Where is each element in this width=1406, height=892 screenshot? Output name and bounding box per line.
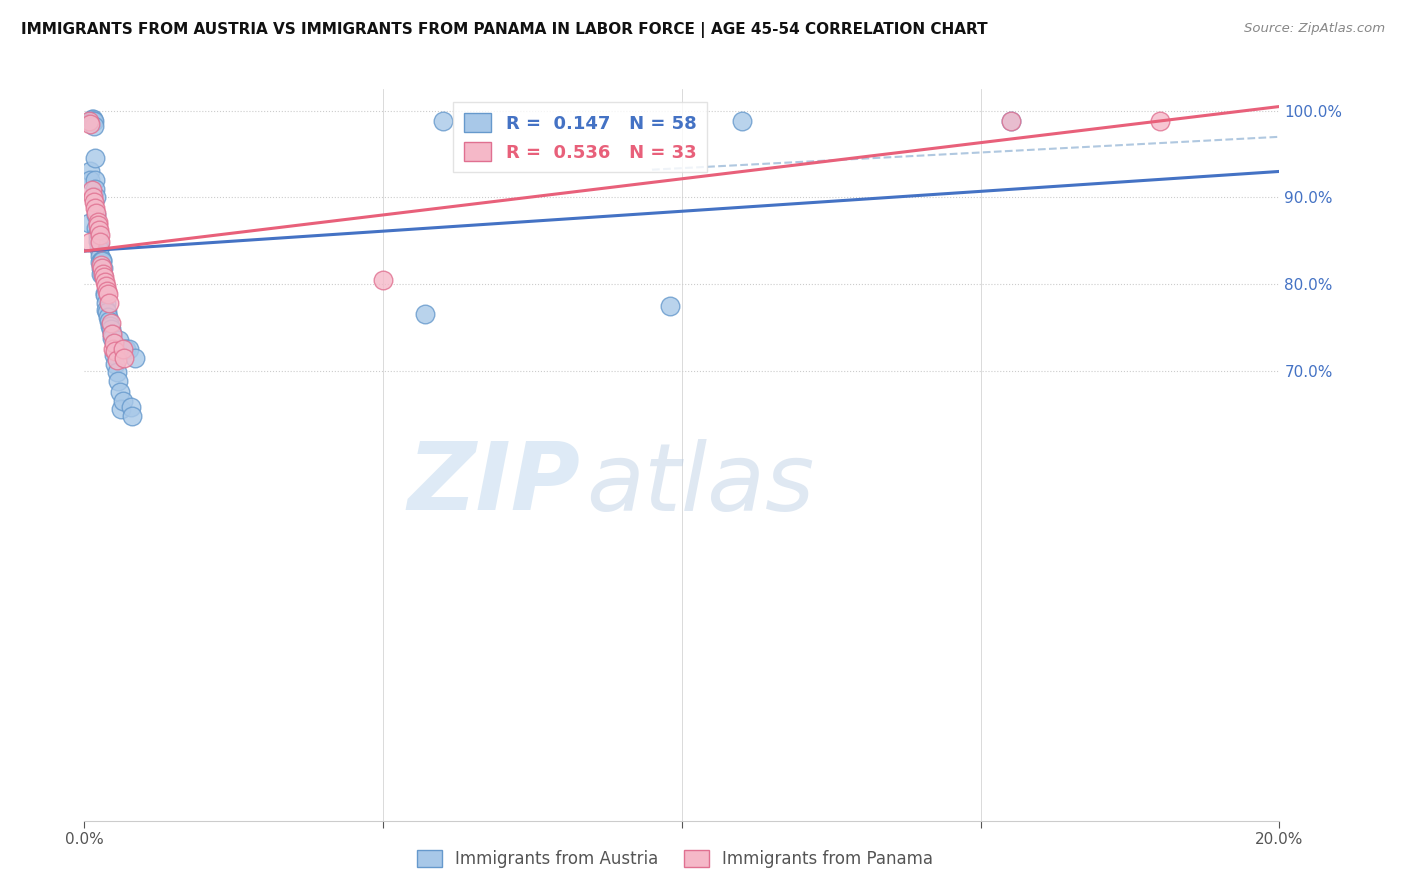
Point xyxy=(112,342,135,356)
Point xyxy=(90,267,112,281)
Point xyxy=(82,114,104,128)
Point xyxy=(83,114,105,128)
Point xyxy=(87,218,110,232)
Point xyxy=(110,385,132,400)
Point xyxy=(91,261,114,276)
Point xyxy=(413,307,436,321)
Point xyxy=(79,164,101,178)
Point xyxy=(124,351,146,365)
Point xyxy=(94,278,117,293)
Point xyxy=(371,272,394,286)
Point xyxy=(82,112,104,127)
Point xyxy=(101,342,124,356)
Point xyxy=(79,117,101,131)
Point xyxy=(97,310,120,324)
Point xyxy=(104,357,127,371)
Point xyxy=(100,322,122,336)
Point xyxy=(103,335,125,350)
Point xyxy=(86,206,108,220)
Point xyxy=(89,235,111,250)
Point xyxy=(96,304,118,318)
Point xyxy=(82,114,104,128)
Point xyxy=(90,261,112,276)
Point xyxy=(120,400,142,414)
Point xyxy=(86,220,108,235)
Text: IMMIGRANTS FROM AUSTRIA VS IMMIGRANTS FROM PANAMA IN LABOR FORCE | AGE 45-54 COR: IMMIGRANTS FROM AUSTRIA VS IMMIGRANTS FR… xyxy=(21,22,987,38)
Point xyxy=(82,190,104,204)
Point xyxy=(90,258,112,272)
Point xyxy=(86,214,108,228)
Point xyxy=(114,342,136,356)
Point xyxy=(112,393,135,408)
Point xyxy=(118,342,141,356)
Text: Source: ZipAtlas.com: Source: ZipAtlas.com xyxy=(1244,22,1385,36)
Point xyxy=(115,342,138,356)
Point xyxy=(1000,114,1022,128)
Point xyxy=(83,119,105,133)
Point xyxy=(86,208,108,222)
Point xyxy=(93,285,115,300)
Point xyxy=(87,238,110,252)
Legend: R =  0.147   N = 58, R =  0.536   N = 33: R = 0.147 N = 58, R = 0.536 N = 33 xyxy=(453,102,707,172)
Point xyxy=(121,409,143,423)
Point xyxy=(93,268,115,283)
Point xyxy=(105,365,128,379)
Point xyxy=(100,316,122,330)
Point xyxy=(104,344,127,359)
Point xyxy=(432,114,454,128)
Point xyxy=(731,114,754,128)
Point xyxy=(93,270,115,285)
Point xyxy=(101,327,124,342)
Point xyxy=(103,348,125,362)
Point xyxy=(84,182,107,196)
Point xyxy=(89,223,111,237)
Point xyxy=(77,216,100,230)
Point xyxy=(659,299,682,313)
Point xyxy=(101,327,124,342)
Point xyxy=(1149,114,1171,128)
Point xyxy=(89,249,111,263)
Point xyxy=(101,331,124,345)
Point xyxy=(97,287,120,301)
Point xyxy=(89,243,111,257)
Point xyxy=(80,112,103,127)
Point xyxy=(98,318,121,333)
Point xyxy=(94,288,117,302)
Point xyxy=(98,314,121,328)
Point xyxy=(77,114,100,128)
Point xyxy=(89,227,111,242)
Text: atlas: atlas xyxy=(586,439,814,530)
Point xyxy=(91,252,114,267)
Point xyxy=(94,296,117,310)
Point xyxy=(98,296,121,310)
Point xyxy=(83,152,105,166)
Point xyxy=(87,234,110,248)
Point xyxy=(86,229,108,244)
Point xyxy=(91,254,114,268)
Point xyxy=(110,402,132,417)
Point xyxy=(94,302,117,317)
Point xyxy=(93,261,115,276)
Point xyxy=(105,353,128,368)
Point xyxy=(93,267,115,281)
Point xyxy=(79,235,101,250)
Text: ZIP: ZIP xyxy=(408,438,581,530)
Point xyxy=(86,190,108,204)
Legend: Immigrants from Austria, Immigrants from Panama: Immigrants from Austria, Immigrants from… xyxy=(411,843,939,875)
Point xyxy=(94,275,117,289)
Point xyxy=(80,184,103,198)
Point xyxy=(86,225,108,239)
Point xyxy=(84,201,107,215)
Point xyxy=(108,333,131,347)
Point xyxy=(96,284,118,298)
Point xyxy=(84,173,107,187)
Point xyxy=(83,194,105,209)
Point xyxy=(79,173,101,187)
Point xyxy=(1000,114,1022,128)
Point xyxy=(112,351,135,365)
Point xyxy=(107,374,129,388)
Point xyxy=(89,255,111,269)
